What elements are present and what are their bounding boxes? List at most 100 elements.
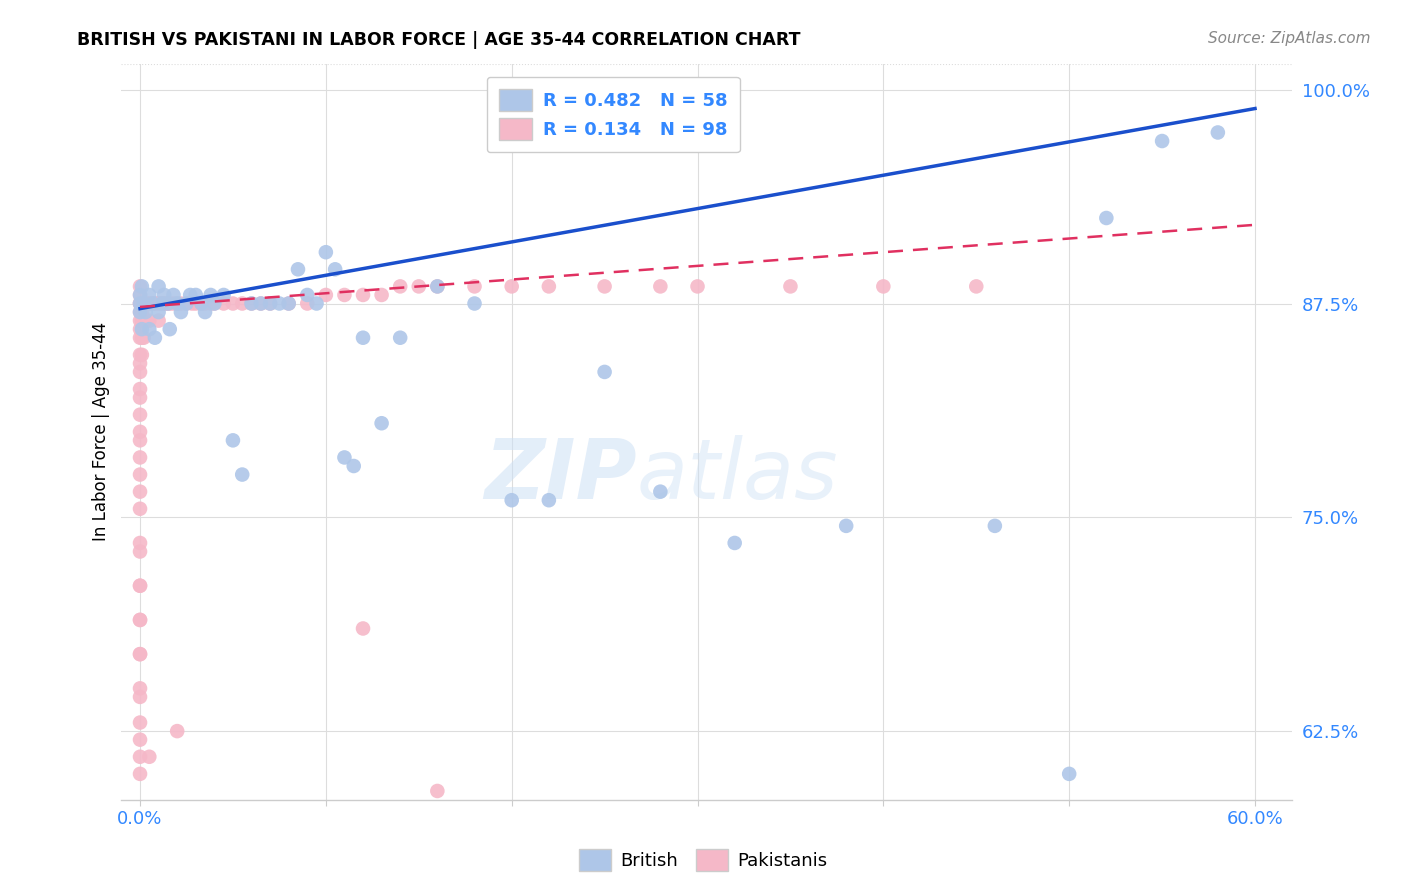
Point <box>259 296 281 310</box>
Point <box>343 458 366 473</box>
Point <box>1152 134 1174 148</box>
Point <box>200 296 222 310</box>
Point <box>315 245 337 260</box>
Point <box>724 536 747 550</box>
Point <box>153 288 176 302</box>
Point <box>231 296 253 310</box>
Point <box>129 579 152 593</box>
Point <box>148 818 170 832</box>
Point <box>131 348 153 362</box>
Point <box>408 279 430 293</box>
Point <box>297 296 319 310</box>
Point <box>129 408 152 422</box>
Point <box>131 322 153 336</box>
Point <box>129 288 152 302</box>
Point <box>141 296 163 310</box>
Point <box>131 305 153 319</box>
Point <box>333 450 356 465</box>
Point <box>149 296 172 310</box>
Point <box>162 296 184 310</box>
Point <box>129 647 152 661</box>
Point <box>159 322 181 336</box>
Point <box>150 296 173 310</box>
Point <box>129 484 152 499</box>
Point <box>129 579 152 593</box>
Text: ZIP: ZIP <box>484 435 637 516</box>
Text: BRITISH VS PAKISTANI IN LABOR FORCE | AGE 35-44 CORRELATION CHART: BRITISH VS PAKISTANI IN LABOR FORCE | AG… <box>77 31 801 49</box>
Point <box>129 296 152 310</box>
Point <box>593 279 616 293</box>
Point <box>202 296 225 310</box>
Point <box>222 296 245 310</box>
Point <box>142 296 165 310</box>
Point <box>129 450 152 465</box>
Point <box>129 322 152 336</box>
Point <box>129 749 152 764</box>
Point <box>138 322 160 336</box>
Point <box>297 288 319 302</box>
Legend: R = 0.482   N = 58, R = 0.134   N = 98: R = 0.482 N = 58, R = 0.134 N = 98 <box>486 77 740 153</box>
Point <box>129 732 152 747</box>
Point <box>269 296 291 310</box>
Point <box>190 296 212 310</box>
Point <box>131 313 153 327</box>
Point <box>370 288 392 302</box>
Point <box>170 305 193 319</box>
Point <box>184 296 207 310</box>
Point <box>686 279 709 293</box>
Point <box>537 279 560 293</box>
Legend: British, Pakistanis: British, Pakistanis <box>571 842 835 879</box>
Point <box>148 305 170 319</box>
Point <box>129 365 152 379</box>
Point <box>965 279 987 293</box>
Point <box>170 296 193 310</box>
Point <box>129 613 152 627</box>
Point <box>1057 767 1080 781</box>
Point <box>835 519 858 533</box>
Point <box>142 296 165 310</box>
Point <box>135 296 157 310</box>
Point <box>305 296 328 310</box>
Point <box>240 296 263 310</box>
Point <box>277 296 299 310</box>
Point <box>129 296 152 310</box>
Point <box>463 279 485 293</box>
Point <box>333 288 356 302</box>
Point <box>132 296 155 310</box>
Point <box>184 288 207 302</box>
Point <box>352 331 374 345</box>
Point <box>138 288 160 302</box>
Point <box>212 296 235 310</box>
Point <box>136 296 159 310</box>
Point <box>323 262 346 277</box>
Point <box>129 288 152 302</box>
Point <box>129 425 152 439</box>
Point <box>129 647 152 661</box>
Point <box>150 296 173 310</box>
Point <box>463 296 485 310</box>
Point <box>129 279 152 293</box>
Point <box>277 296 299 310</box>
Point <box>179 288 201 302</box>
Point <box>370 416 392 430</box>
Point <box>143 331 166 345</box>
Point <box>426 784 449 798</box>
Point <box>135 305 157 319</box>
Point <box>212 288 235 302</box>
Point <box>194 305 217 319</box>
Point <box>501 493 523 508</box>
Point <box>501 279 523 293</box>
Point <box>155 296 177 310</box>
Point <box>176 296 198 310</box>
Point <box>129 544 152 558</box>
Point <box>159 296 181 310</box>
Point <box>190 296 212 310</box>
Point <box>129 715 152 730</box>
Point <box>129 767 152 781</box>
Y-axis label: In Labor Force | Age 35-44: In Labor Force | Age 35-44 <box>93 322 110 541</box>
Point <box>148 296 170 310</box>
Point <box>131 331 153 345</box>
Point <box>426 279 449 293</box>
Point <box>132 296 155 310</box>
Point <box>259 296 281 310</box>
